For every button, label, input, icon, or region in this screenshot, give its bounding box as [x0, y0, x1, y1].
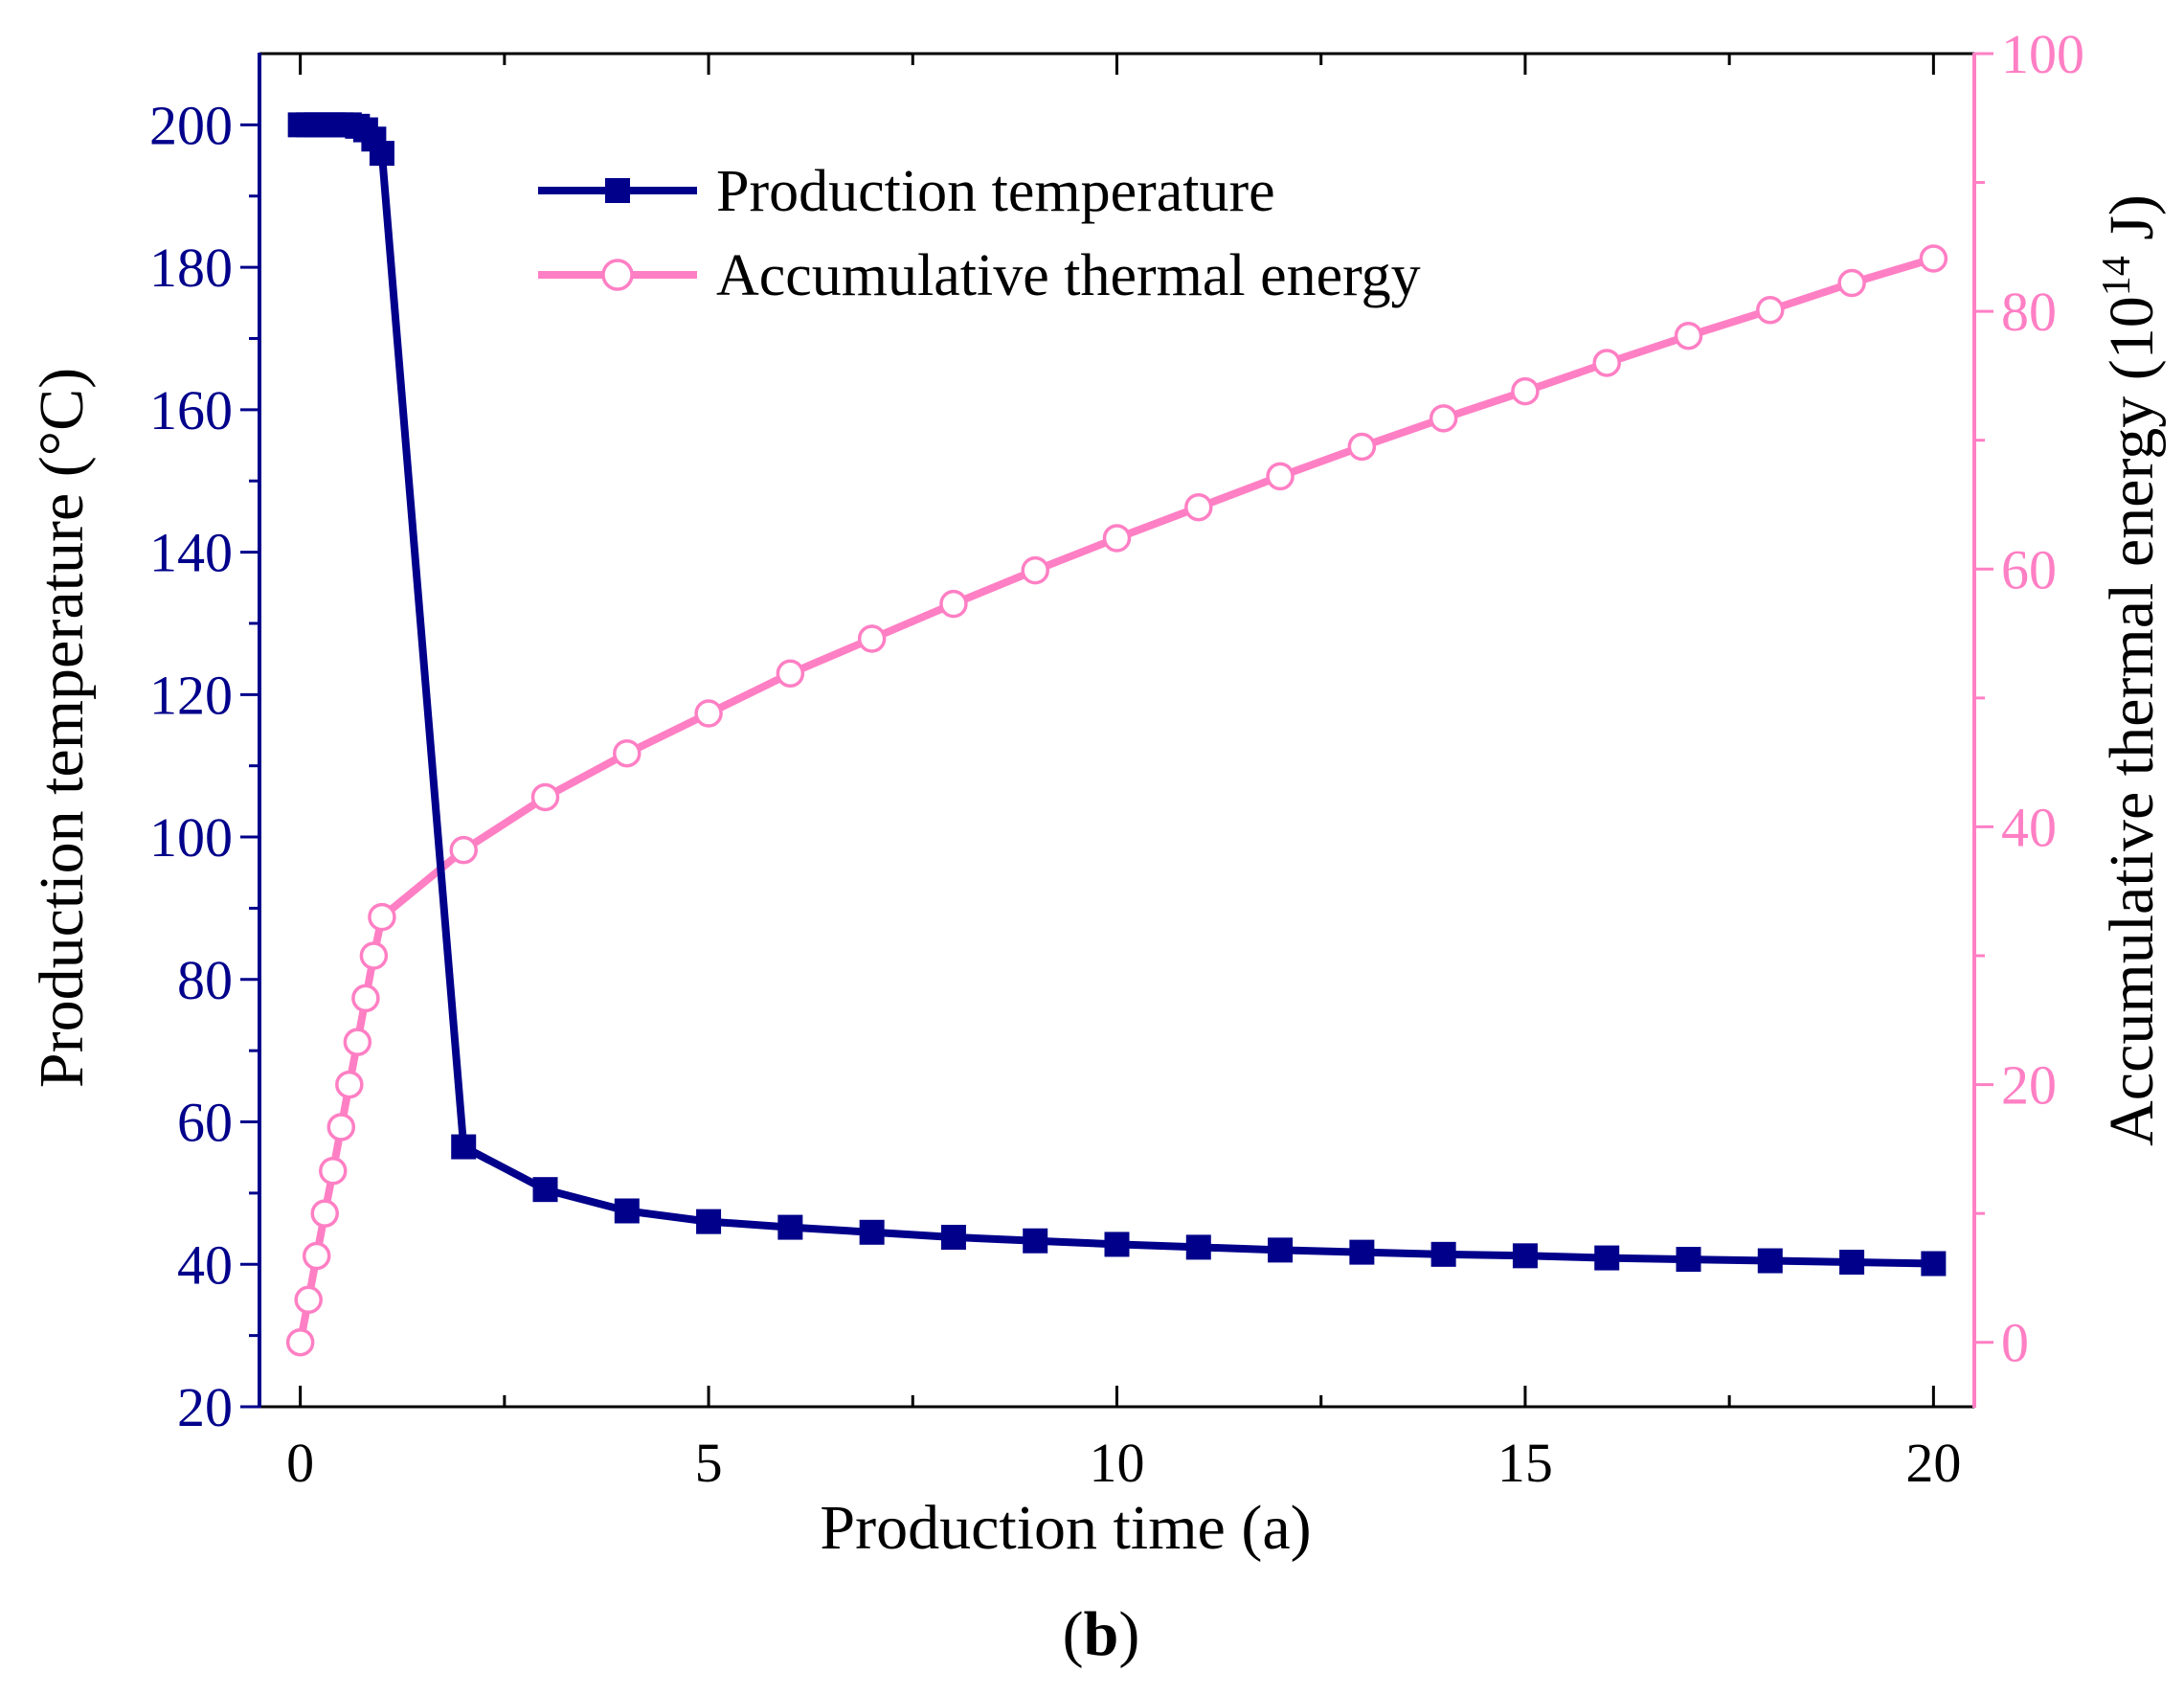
left-tick-label: 60 — [177, 1092, 233, 1154]
temperature-point — [1104, 1232, 1130, 1257]
x-tick-label: 5 — [695, 1432, 723, 1494]
energy-point — [368, 902, 396, 932]
legend-energy-marker — [601, 259, 634, 291]
right-y-axis-title: Accumulative thermal energy (1014 J) — [2095, 194, 2167, 1146]
left-tick-label: 160 — [149, 379, 233, 441]
left-tick-label: 120 — [149, 664, 233, 726]
right-axis-title-suffix: J) — [2097, 194, 2167, 256]
temperature-point — [1430, 1241, 1456, 1267]
energy-point — [1674, 321, 1703, 350]
right-tick-label: 60 — [2001, 538, 2057, 600]
energy-point — [1756, 296, 1785, 325]
temperature-point — [1676, 1247, 1701, 1273]
energy-point — [1837, 268, 1866, 298]
left-y-axis-title: Production temperature (°C) — [27, 368, 97, 1088]
x-tick-label: 10 — [1090, 1432, 1145, 1494]
energy-point — [857, 624, 887, 653]
left-tick-label: 20 — [177, 1376, 233, 1438]
energy-point — [1592, 349, 1621, 377]
energy-point — [294, 1285, 323, 1315]
right-tick-label: 40 — [2001, 796, 2057, 858]
energy-point — [285, 1327, 315, 1357]
energy-point — [326, 1113, 356, 1141]
left-tick-label: 100 — [149, 806, 233, 869]
energy-point — [359, 941, 389, 970]
right-tick-label: 80 — [2001, 281, 2057, 343]
temperature-point — [1839, 1250, 1865, 1276]
x-tick-label: 20 — [1905, 1432, 1961, 1494]
temperature-point — [1023, 1228, 1048, 1254]
temperature-point — [369, 141, 394, 167]
energy-point — [310, 1199, 339, 1228]
plot-series — [285, 112, 1948, 1357]
energy-point — [335, 1070, 364, 1099]
temperature-point — [1185, 1234, 1211, 1260]
energy-point — [302, 1241, 331, 1271]
x-tick-label: 15 — [1497, 1432, 1553, 1494]
energy-point — [694, 699, 723, 728]
legend-temperature-marker — [605, 178, 630, 203]
temperature-point — [532, 1177, 558, 1203]
energy-point — [1429, 404, 1458, 433]
panel-label-close: ) — [1118, 1599, 1139, 1669]
panel-label-letter: b — [1084, 1599, 1119, 1669]
energy-point — [939, 589, 968, 619]
panel-label: (b) — [1063, 1599, 1140, 1669]
energy-point — [1511, 376, 1540, 406]
energy-point — [1266, 462, 1295, 491]
temperature-point — [1921, 1251, 1947, 1277]
energy-point — [449, 835, 478, 865]
left-axis-ticks: 20 40 60 80 100 120 140 160 180 200 — [149, 94, 259, 1438]
temperature-point — [1512, 1243, 1538, 1269]
left-tick-label: 80 — [177, 949, 233, 1011]
energy-point — [351, 983, 380, 1013]
right-tick-label: 0 — [2001, 1312, 2029, 1374]
left-tick-label: 180 — [149, 237, 233, 299]
right-axis-title-exponent: 14 — [2095, 256, 2139, 296]
temperature-point — [451, 1134, 477, 1160]
energy-point — [613, 738, 642, 768]
temperature-point — [859, 1219, 885, 1245]
x-axis-ticks: 0 5 10 15 20 — [286, 54, 1961, 1494]
temperature-point — [1268, 1237, 1294, 1263]
left-tick-label: 40 — [177, 1233, 233, 1296]
temperature-point — [1594, 1245, 1620, 1271]
energy-point — [1184, 492, 1213, 522]
temperature-point — [777, 1214, 803, 1240]
legend-temperature-label: Production temperature — [716, 159, 1275, 224]
temperature-point — [1757, 1248, 1783, 1274]
energy-point — [343, 1028, 372, 1056]
energy-point — [1021, 555, 1049, 585]
temperature-point — [614, 1198, 640, 1224]
left-tick-label: 200 — [149, 94, 233, 156]
panel-label-open: ( — [1063, 1599, 1084, 1669]
temperature-point — [696, 1209, 722, 1234]
right-axis-ticks: 0 20 40 60 80 100 — [1974, 23, 2084, 1374]
right-axis-title-prefix: Accumulative thermal energy (10 — [2097, 296, 2167, 1146]
left-tick-label: 140 — [149, 522, 233, 584]
x-axis-title: Production time (a) — [820, 1493, 1311, 1563]
energy-point — [1347, 432, 1377, 462]
energy-point — [319, 1156, 348, 1186]
energy-point — [1102, 524, 1132, 553]
legend-energy-label: Accumulative thermal energy — [716, 243, 1421, 308]
right-tick-label: 20 — [2001, 1054, 2057, 1117]
right-tick-label: 100 — [2001, 23, 2084, 85]
legend: Production temperature Accumulative therm… — [538, 159, 1421, 308]
temperature-point — [1349, 1239, 1375, 1265]
temperature-point — [940, 1225, 966, 1251]
energy-point — [776, 659, 805, 689]
x-tick-label: 0 — [286, 1432, 314, 1494]
energy-point — [1919, 244, 1948, 273]
energy-point — [530, 782, 560, 812]
